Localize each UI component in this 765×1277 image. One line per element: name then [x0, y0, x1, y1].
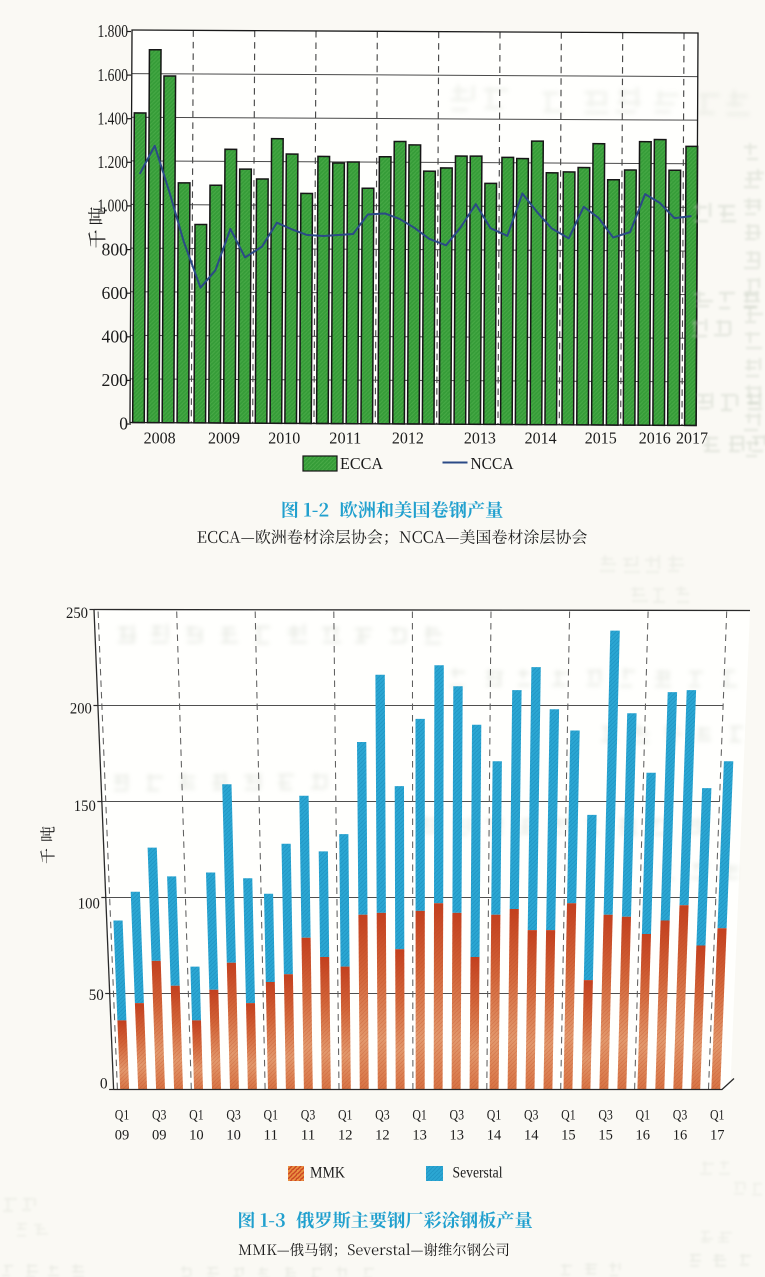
svg-text:150: 150: [74, 798, 96, 815]
svg-text:10: 10: [226, 1128, 241, 1144]
svg-text:Q3: Q3: [524, 1108, 539, 1124]
svg-text:13: 13: [412, 1128, 427, 1144]
svg-text:Q1: Q1: [338, 1108, 353, 1124]
svg-text:250: 250: [66, 605, 88, 622]
svg-text:100: 100: [78, 895, 100, 912]
svg-text:14: 14: [524, 1128, 539, 1144]
svg-text:0: 0: [119, 414, 128, 434]
svg-text:Q1: Q1: [264, 1108, 279, 1124]
svg-text:14: 14: [487, 1128, 502, 1144]
svg-text:Q1: Q1: [115, 1108, 130, 1124]
svg-text:200: 200: [70, 700, 92, 717]
svg-text:2015: 2015: [585, 429, 617, 448]
svg-text:Q3: Q3: [450, 1108, 465, 1124]
svg-text:200: 200: [102, 370, 129, 390]
svg-text:1.400: 1.400: [98, 108, 129, 128]
svg-text:Severstal: Severstal: [453, 1165, 503, 1182]
svg-text:2010: 2010: [268, 429, 300, 448]
svg-text:1.600: 1.600: [98, 65, 129, 85]
svg-text:13: 13: [450, 1128, 465, 1144]
svg-text:2013: 2013: [464, 429, 496, 448]
svg-text:16: 16: [636, 1128, 651, 1144]
svg-text:400: 400: [102, 327, 129, 347]
svg-text:Q1: Q1: [710, 1108, 725, 1124]
svg-text:Q1: Q1: [487, 1108, 502, 1124]
svg-text:NCCA: NCCA: [471, 454, 515, 473]
svg-text:Q3: Q3: [152, 1108, 167, 1124]
svg-text:11: 11: [301, 1128, 316, 1144]
svg-text:600: 600: [102, 283, 129, 303]
svg-text:10: 10: [189, 1128, 204, 1144]
svg-text:Q3: Q3: [598, 1108, 613, 1124]
svg-text:Q3: Q3: [226, 1108, 241, 1124]
svg-text:0: 0: [100, 1075, 108, 1092]
svg-text:17: 17: [710, 1128, 725, 1144]
svg-text:MMK: MMK: [310, 1165, 345, 1182]
svg-text:16: 16: [673, 1128, 688, 1144]
svg-text:2016: 2016: [639, 429, 671, 448]
svg-text:Q1: Q1: [189, 1108, 204, 1124]
svg-text:800: 800: [102, 239, 129, 259]
svg-text:1.000: 1.000: [98, 196, 129, 216]
svg-text:ECCA: ECCA: [340, 454, 384, 473]
svg-text:50: 50: [89, 987, 104, 1004]
svg-text:09: 09: [152, 1128, 167, 1144]
svg-text:11: 11: [264, 1128, 279, 1144]
svg-text:2017: 2017: [676, 429, 708, 448]
svg-text:2014: 2014: [525, 429, 558, 448]
svg-text:12: 12: [375, 1128, 390, 1144]
svg-text:2011: 2011: [329, 429, 361, 448]
svg-text:Q3: Q3: [301, 1108, 316, 1124]
svg-text:Q1: Q1: [412, 1108, 427, 1124]
svg-text:15: 15: [598, 1128, 613, 1144]
svg-text:1.800: 1.800: [98, 21, 129, 41]
svg-text:Q1: Q1: [636, 1108, 651, 1124]
svg-text:12: 12: [338, 1128, 353, 1144]
svg-text:2012: 2012: [392, 429, 424, 448]
svg-text:09: 09: [115, 1128, 130, 1144]
svg-text:2008: 2008: [144, 429, 176, 448]
svg-text:2009: 2009: [208, 429, 240, 448]
svg-text:15: 15: [561, 1128, 576, 1144]
svg-text:Q1: Q1: [561, 1108, 576, 1124]
svg-text:Q3: Q3: [375, 1108, 390, 1124]
svg-text:Q3: Q3: [673, 1108, 688, 1124]
svg-text:1.200: 1.200: [98, 152, 129, 172]
